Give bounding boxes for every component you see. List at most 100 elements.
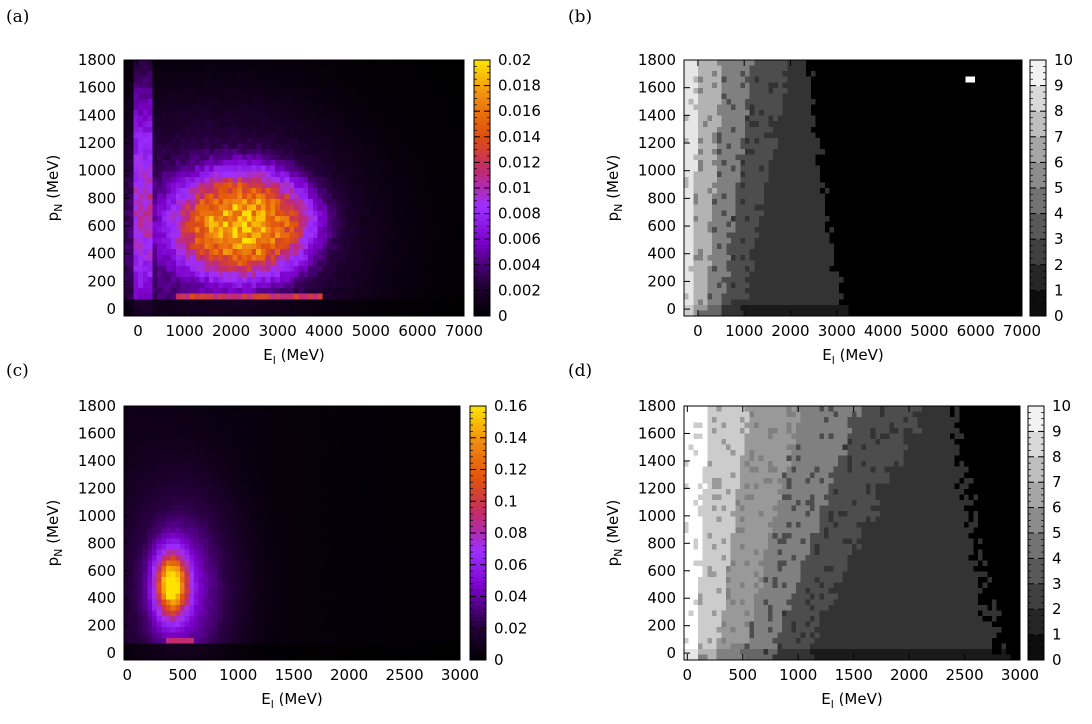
heatmap-cell — [707, 304, 713, 312]
heatmap-cell — [331, 249, 338, 256]
heatmap-cell — [749, 87, 756, 94]
heatmap-cell — [712, 204, 718, 211]
heatmap-cell — [350, 215, 356, 222]
heatmap-cell — [166, 82, 172, 89]
heatmap-cell — [265, 60, 271, 67]
heatmap-cell — [218, 143, 224, 150]
heatmap-cell — [312, 154, 319, 161]
heatmap-cell — [331, 98, 338, 106]
heatmap-cell — [440, 254, 446, 261]
heatmap-cell — [364, 299, 371, 306]
heatmap-cell — [128, 126, 135, 133]
heatmap-cell — [449, 210, 456, 217]
heatmap-cell — [218, 254, 224, 261]
heatmap-cell — [445, 71, 451, 78]
heatmap-cell — [454, 243, 460, 250]
heatmap-cell — [759, 65, 765, 72]
heatmap-cell — [426, 143, 432, 150]
heatmap-cell — [824, 165, 831, 172]
heatmap-cell — [138, 293, 144, 300]
heatmap-cell — [142, 293, 149, 300]
heatmap-cell — [317, 188, 323, 195]
heatmap-cell — [712, 299, 718, 306]
heatmap-cell — [421, 199, 427, 206]
heatmap-cell — [383, 254, 390, 261]
heatmap-cell — [815, 104, 821, 111]
heatmap-cell — [246, 154, 253, 161]
heatmap-cell — [152, 238, 158, 245]
heatmap-cell — [204, 199, 210, 206]
heatmap-cell — [374, 104, 380, 111]
heatmap-cell — [449, 60, 456, 67]
colorbar-segment — [474, 152, 490, 157]
heatmap-cell — [279, 137, 286, 145]
heatmap-cell — [350, 260, 356, 267]
heatmap-cell — [284, 76, 290, 83]
heatmap-cell — [284, 204, 290, 211]
heatmap-cell — [308, 143, 314, 150]
heatmap-cell — [796, 249, 802, 256]
heatmap-cell — [754, 154, 760, 161]
heatmap-cell — [227, 176, 234, 184]
heatmap-cell — [379, 93, 385, 100]
colorbar-segment — [474, 148, 490, 153]
heatmap-cell — [341, 87, 347, 94]
heatmap-cell — [171, 87, 177, 94]
heatmap-cell — [430, 171, 437, 178]
heatmap-cell — [454, 304, 460, 312]
heatmap-cell — [440, 171, 446, 178]
heatmap-cell — [379, 160, 385, 167]
heatmap-cell — [232, 160, 238, 167]
heatmap-cell — [721, 293, 727, 300]
heatmap-cell — [416, 204, 423, 211]
heatmap-cell — [745, 271, 751, 278]
heatmap-cell — [815, 210, 821, 217]
heatmap-cell — [721, 132, 727, 139]
heatmap-cell — [763, 293, 770, 300]
heatmap-cell — [383, 76, 390, 83]
heatmap-cell — [142, 60, 149, 67]
heatmap-cell — [791, 126, 798, 133]
heatmap-cell — [416, 87, 423, 94]
heatmap-cell — [407, 160, 413, 167]
heatmap-cell — [322, 76, 328, 83]
heatmap-cell — [763, 76, 770, 83]
heatmap-cell — [190, 93, 196, 100]
heatmap-cell — [336, 115, 342, 122]
heatmap-cell — [426, 210, 432, 217]
heatmap-cell — [430, 193, 437, 200]
heatmap-cell — [707, 60, 713, 67]
heatmap-cell — [360, 238, 366, 245]
heatmap-cell — [289, 71, 295, 78]
heatmap-cell — [787, 137, 793, 145]
heatmap-cell — [707, 193, 713, 200]
heatmap-cell — [707, 271, 713, 278]
heatmap-cell — [331, 115, 338, 122]
heatmap-cell — [749, 188, 756, 195]
heatmap-cell — [260, 188, 267, 195]
heatmap-cell — [289, 65, 295, 72]
heatmap-cell — [716, 299, 723, 306]
heatmap-cell — [721, 304, 727, 312]
heatmap-cell — [166, 254, 172, 261]
heatmap-cell — [317, 104, 323, 111]
heatmap-cell — [180, 271, 186, 278]
heatmap-cell — [768, 76, 774, 83]
heatmap-cell — [782, 82, 788, 89]
heatmap-cell — [124, 277, 130, 284]
heatmap-cell — [284, 98, 290, 106]
heatmap-cell — [260, 149, 267, 156]
heatmap-cell — [801, 104, 807, 111]
y-tick-label: 1000 — [78, 162, 116, 180]
heatmap-cell — [204, 60, 210, 67]
heatmap-cell — [133, 188, 139, 195]
heatmap-cell — [147, 60, 153, 67]
heatmap-cell — [430, 110, 437, 117]
heatmap-cell — [317, 249, 323, 256]
heatmap-cell — [289, 176, 295, 184]
heatmap-cell — [806, 71, 812, 78]
heatmap-cell — [702, 260, 709, 267]
heatmap-cell — [383, 154, 390, 161]
heatmap-cell — [379, 299, 385, 306]
heatmap-cell — [185, 87, 191, 94]
